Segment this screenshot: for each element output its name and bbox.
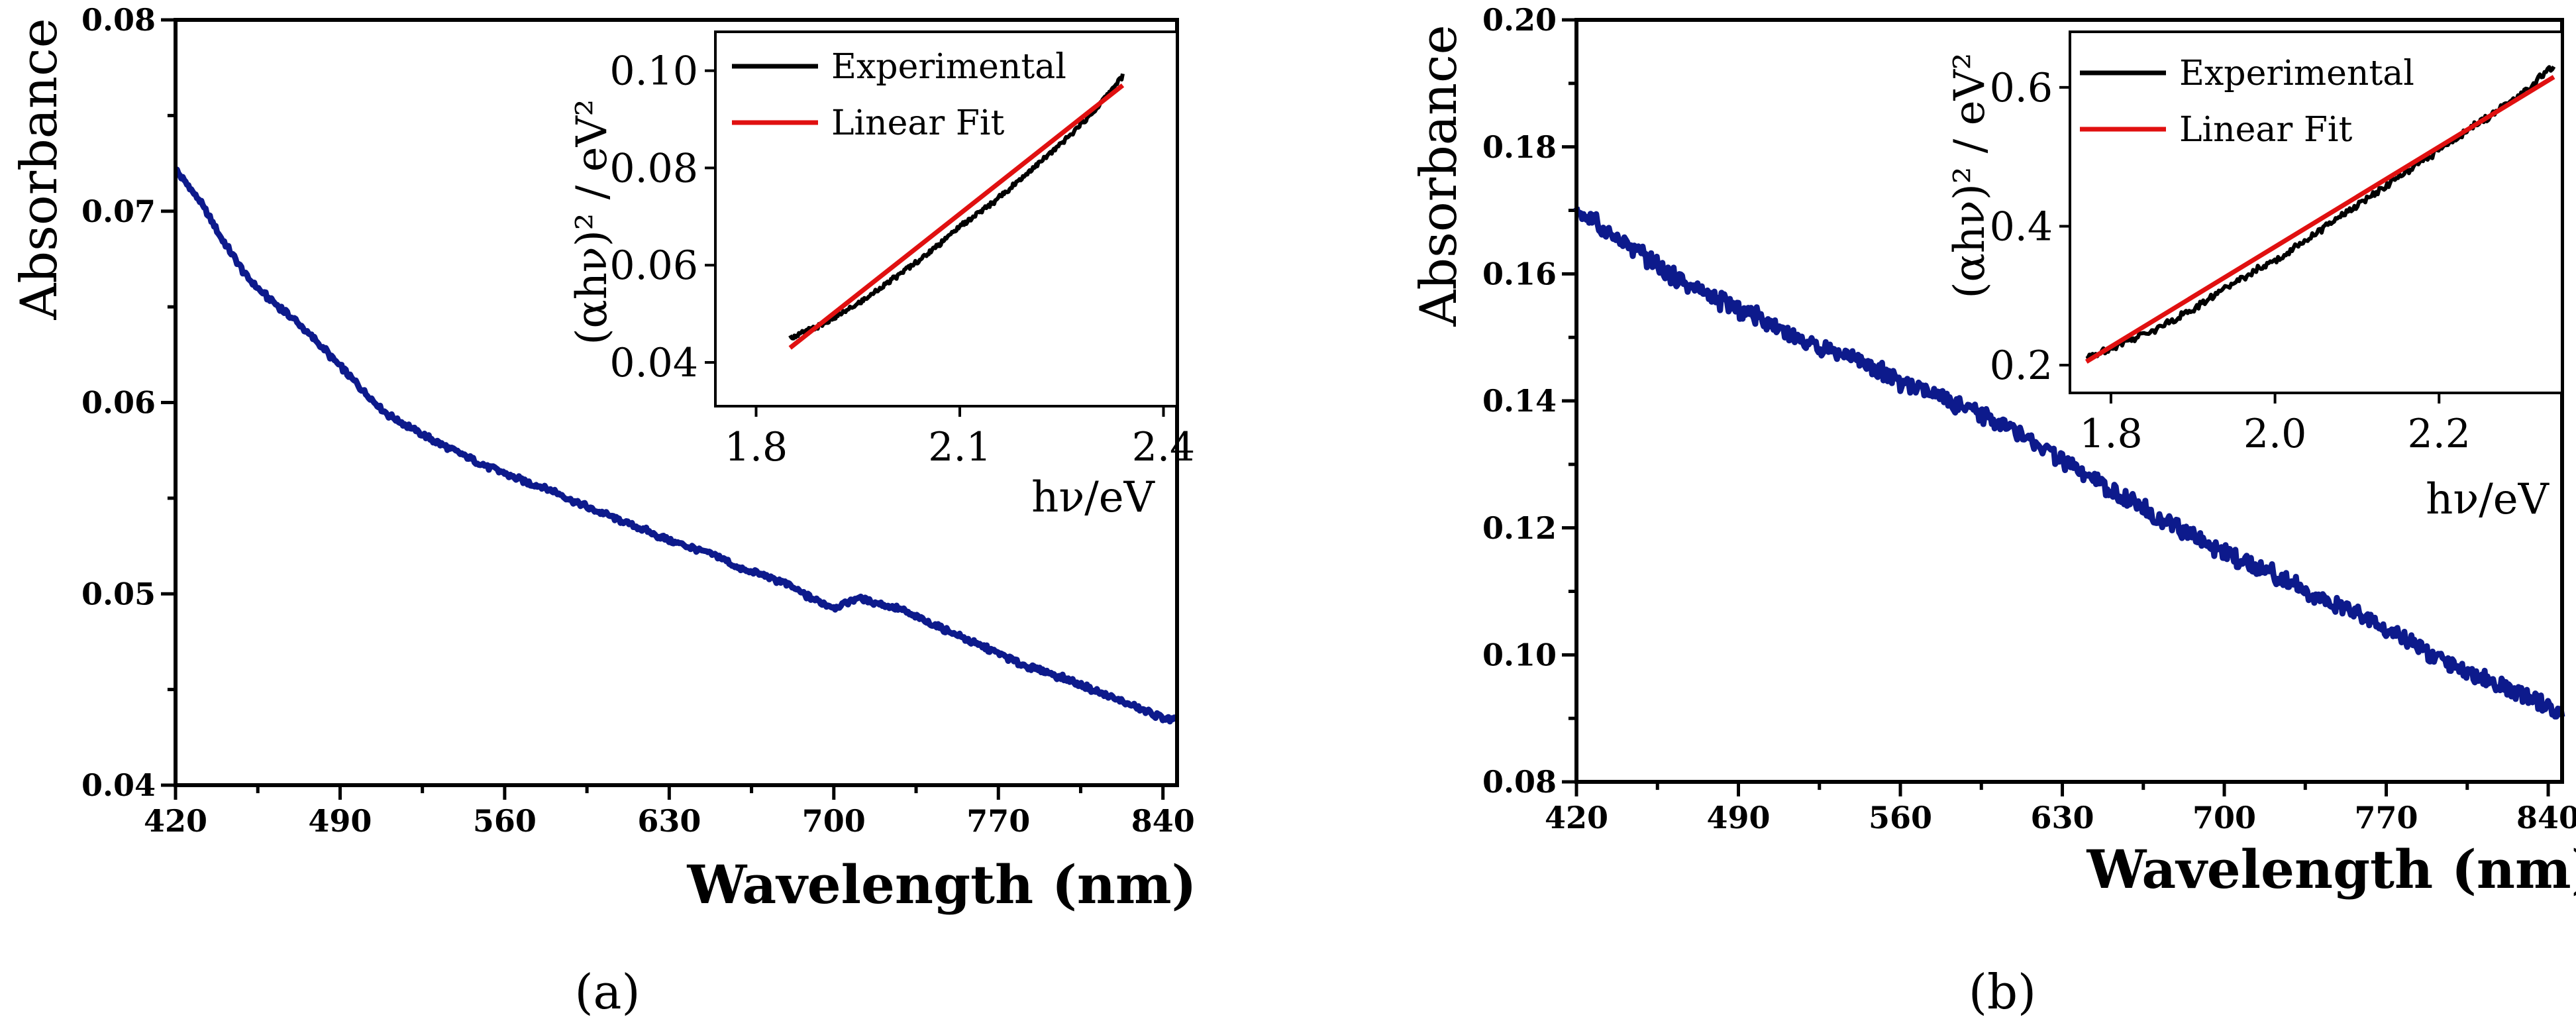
panel-b-main-y-tick-label: 0.18 — [1482, 129, 1557, 165]
panel-a: 420 490 560 630 700 770 840 0.04 0.05 0.06 0.07 0.0… — [9, 2, 1196, 1020]
panel-a-inset-background — [715, 32, 1177, 406]
panel-b-legend-experimental-label: Experimental — [2179, 54, 2414, 93]
panel-a-ylabel: Absorbance — [9, 18, 68, 320]
panel-b-main-x-tick-label: 560 — [1869, 800, 1932, 836]
panel-a-main-x-tick-label: 630 — [637, 803, 701, 839]
panel-b-main-x-tick-label: 770 — [2355, 800, 2418, 836]
panel-a-main-y-tick-label: 0.07 — [81, 193, 156, 229]
panel-a-inset-y-tick-label: 0.04 — [609, 340, 698, 386]
panel-a-main-x-tick-label: 700 — [802, 803, 866, 839]
panel-b-main-y-tick-label: 0.10 — [1482, 637, 1557, 673]
panel-a-legend-linear-fit-label: Linear Fit — [831, 103, 1005, 143]
panel-b-main-x-tick-label: 840 — [2516, 800, 2576, 836]
panel-a-inset-x-tick-label: 1.8 — [725, 424, 788, 470]
panel-a-inset-ylabel: (αhν)² / eV² — [568, 99, 617, 345]
panel-b-legend: Experimental Linear Fit — [2080, 54, 2414, 150]
panel-a-main-x-tick-label: 560 — [473, 803, 537, 839]
panel-b-main-x-tick-label: 490 — [1706, 800, 1770, 836]
panel-a-main-x-tick-label: 420 — [144, 803, 207, 839]
panel-a-inset-x-tick-label: 2.1 — [928, 424, 991, 470]
panel-a-main-x-tick-label: 840 — [1131, 803, 1195, 839]
panel-b-main-y-tick-label: 0.12 — [1482, 510, 1557, 546]
panel-a-inset-y-tick-label: 0.06 — [609, 243, 698, 289]
panel-b-inset-y-tick-label: 0.4 — [1990, 203, 2053, 250]
panel-a-inset-x-tick-label: 2.4 — [1132, 424, 1195, 470]
panel-b-frame — [1574, 18, 2564, 784]
panel-b-linear-fit-line — [2085, 75, 2555, 364]
panel-a-inset-xlabel: hν/eV — [1031, 473, 1156, 522]
panel-a-inset-plot: 1.8 2.1 2.4 0.04 0.06 0.08 0.10 — [609, 48, 1195, 470]
panel-b-inset-frame — [2069, 30, 2563, 394]
panel-b-ylabel: Absorbance — [1409, 25, 1468, 327]
panel-a-legend-experimental-label: Experimental — [831, 47, 1066, 87]
panel-b-inset-plot: 1.8 2.0 2.2 0.2 0.4 0.6 — [1990, 65, 2556, 457]
panel-a-inset-y-tick-label: 0.10 — [609, 48, 698, 95]
panel-b-label: (b) — [1969, 964, 2036, 1020]
panel-b-inset-y-tick-label: 0.6 — [1990, 65, 2053, 111]
panel-b-main-y-tick-label: 0.20 — [1482, 2, 1557, 38]
panel-b-main-x-tick-label: 630 — [2031, 800, 2094, 836]
panel-a-main-y-tick-label: 0.08 — [81, 2, 156, 38]
panel-a-main-y-tick-label: 0.06 — [81, 385, 156, 421]
panel-a-main-x-tick-label: 490 — [308, 803, 372, 839]
panel-b-inset-x-tick-label: 2.2 — [2408, 411, 2471, 457]
panel-b-main-plot: 420 490 560 630 700 770 840 0.08 0.10 0.12 0.14 0.1… — [1482, 2, 2576, 836]
panel-b-main-y-tick-label: 0.16 — [1482, 256, 1557, 292]
panel-a-xlabel: Wavelength (nm) — [687, 853, 1197, 916]
panel-a-inset-frame — [714, 30, 1178, 407]
panel-a-absorbance-line — [174, 166, 1179, 725]
panel-b-legend-linear-fit-label: Linear Fit — [2179, 110, 2353, 150]
panel-b-inset-x-tick-label: 1.8 — [2079, 411, 2142, 457]
panel-a-main-plot: 420 490 560 630 700 770 840 0.04 0.05 0.06 0.07 0.0… — [81, 2, 1195, 839]
panel-b-main-x-tick-label: 700 — [2192, 800, 2256, 836]
panel-a-experimental-line — [788, 73, 1125, 341]
panel-b-absorbance-line — [1573, 206, 2565, 720]
panel-a-linear-fit-line — [788, 83, 1125, 350]
panel-b: 420 490 560 630 700 770 840 0.08 0.10 0.12 0.14 0.1… — [1409, 2, 2576, 1020]
panel-b-inset-ylabel: (αhν)² / eV² — [1945, 53, 1994, 299]
panel-b-inset-x-tick-label: 2.0 — [2243, 411, 2306, 457]
panel-b-main-y-tick-label: 0.08 — [1482, 764, 1557, 800]
panel-b-inset-y-tick-label: 0.2 — [1990, 343, 2053, 389]
panel-a-main-x-tick-label: 770 — [966, 803, 1030, 839]
panel-a-label: (a) — [574, 964, 640, 1020]
panel-a-legend: Experimental Linear Fit — [732, 47, 1066, 143]
panel-b-inset-xlabel: hν/eV — [2426, 475, 2550, 524]
panel-a-main-y-tick-label: 0.04 — [81, 767, 156, 803]
panel-b-main-x-tick-label: 420 — [1545, 800, 1608, 836]
panel-b-xlabel: Wavelength (nm) — [2087, 838, 2576, 900]
panel-a-main-y-tick-label: 0.05 — [81, 576, 156, 612]
panel-b-main-y-tick-label: 0.14 — [1482, 383, 1557, 419]
panel-a-inset-y-tick-label: 0.08 — [609, 145, 698, 191]
